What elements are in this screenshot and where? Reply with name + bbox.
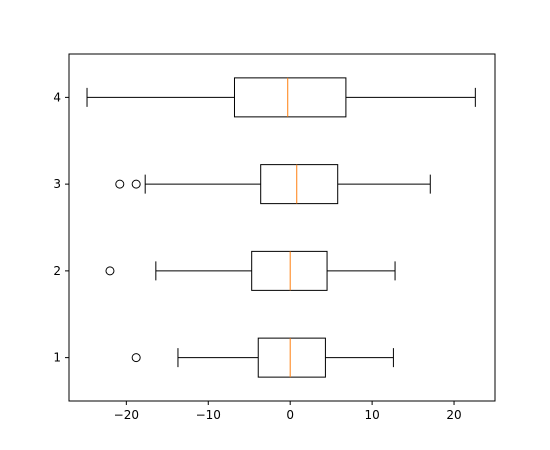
y-tick-label: 1 bbox=[53, 351, 61, 365]
box-group-1 bbox=[131, 337, 394, 378]
x-tick-label: 0 bbox=[286, 408, 294, 422]
chart-marks bbox=[86, 77, 476, 378]
plot-area bbox=[69, 54, 495, 401]
box bbox=[257, 337, 326, 378]
y-tick-label: 4 bbox=[53, 90, 61, 104]
chart-axes: −20 −10 0 10 20 1 2 3 4 bbox=[53, 90, 461, 422]
y-tick-label: 3 bbox=[53, 177, 61, 191]
box bbox=[260, 164, 339, 205]
box-group-2 bbox=[105, 250, 396, 291]
outlier-point bbox=[115, 179, 125, 189]
outlier-point bbox=[131, 353, 141, 363]
box bbox=[233, 77, 347, 118]
x-tick-label: 20 bbox=[446, 408, 461, 422]
y-tick-label: 2 bbox=[53, 264, 61, 278]
x-tick-label: 10 bbox=[364, 408, 379, 422]
outlier-point bbox=[105, 266, 115, 276]
x-tick-label: −10 bbox=[196, 408, 221, 422]
outlier-point bbox=[131, 179, 141, 189]
x-tick-label: −20 bbox=[114, 408, 139, 422]
plot-frame bbox=[68, 53, 496, 402]
box bbox=[251, 250, 328, 291]
box-group-4 bbox=[86, 77, 476, 118]
box-group-3 bbox=[115, 164, 431, 205]
